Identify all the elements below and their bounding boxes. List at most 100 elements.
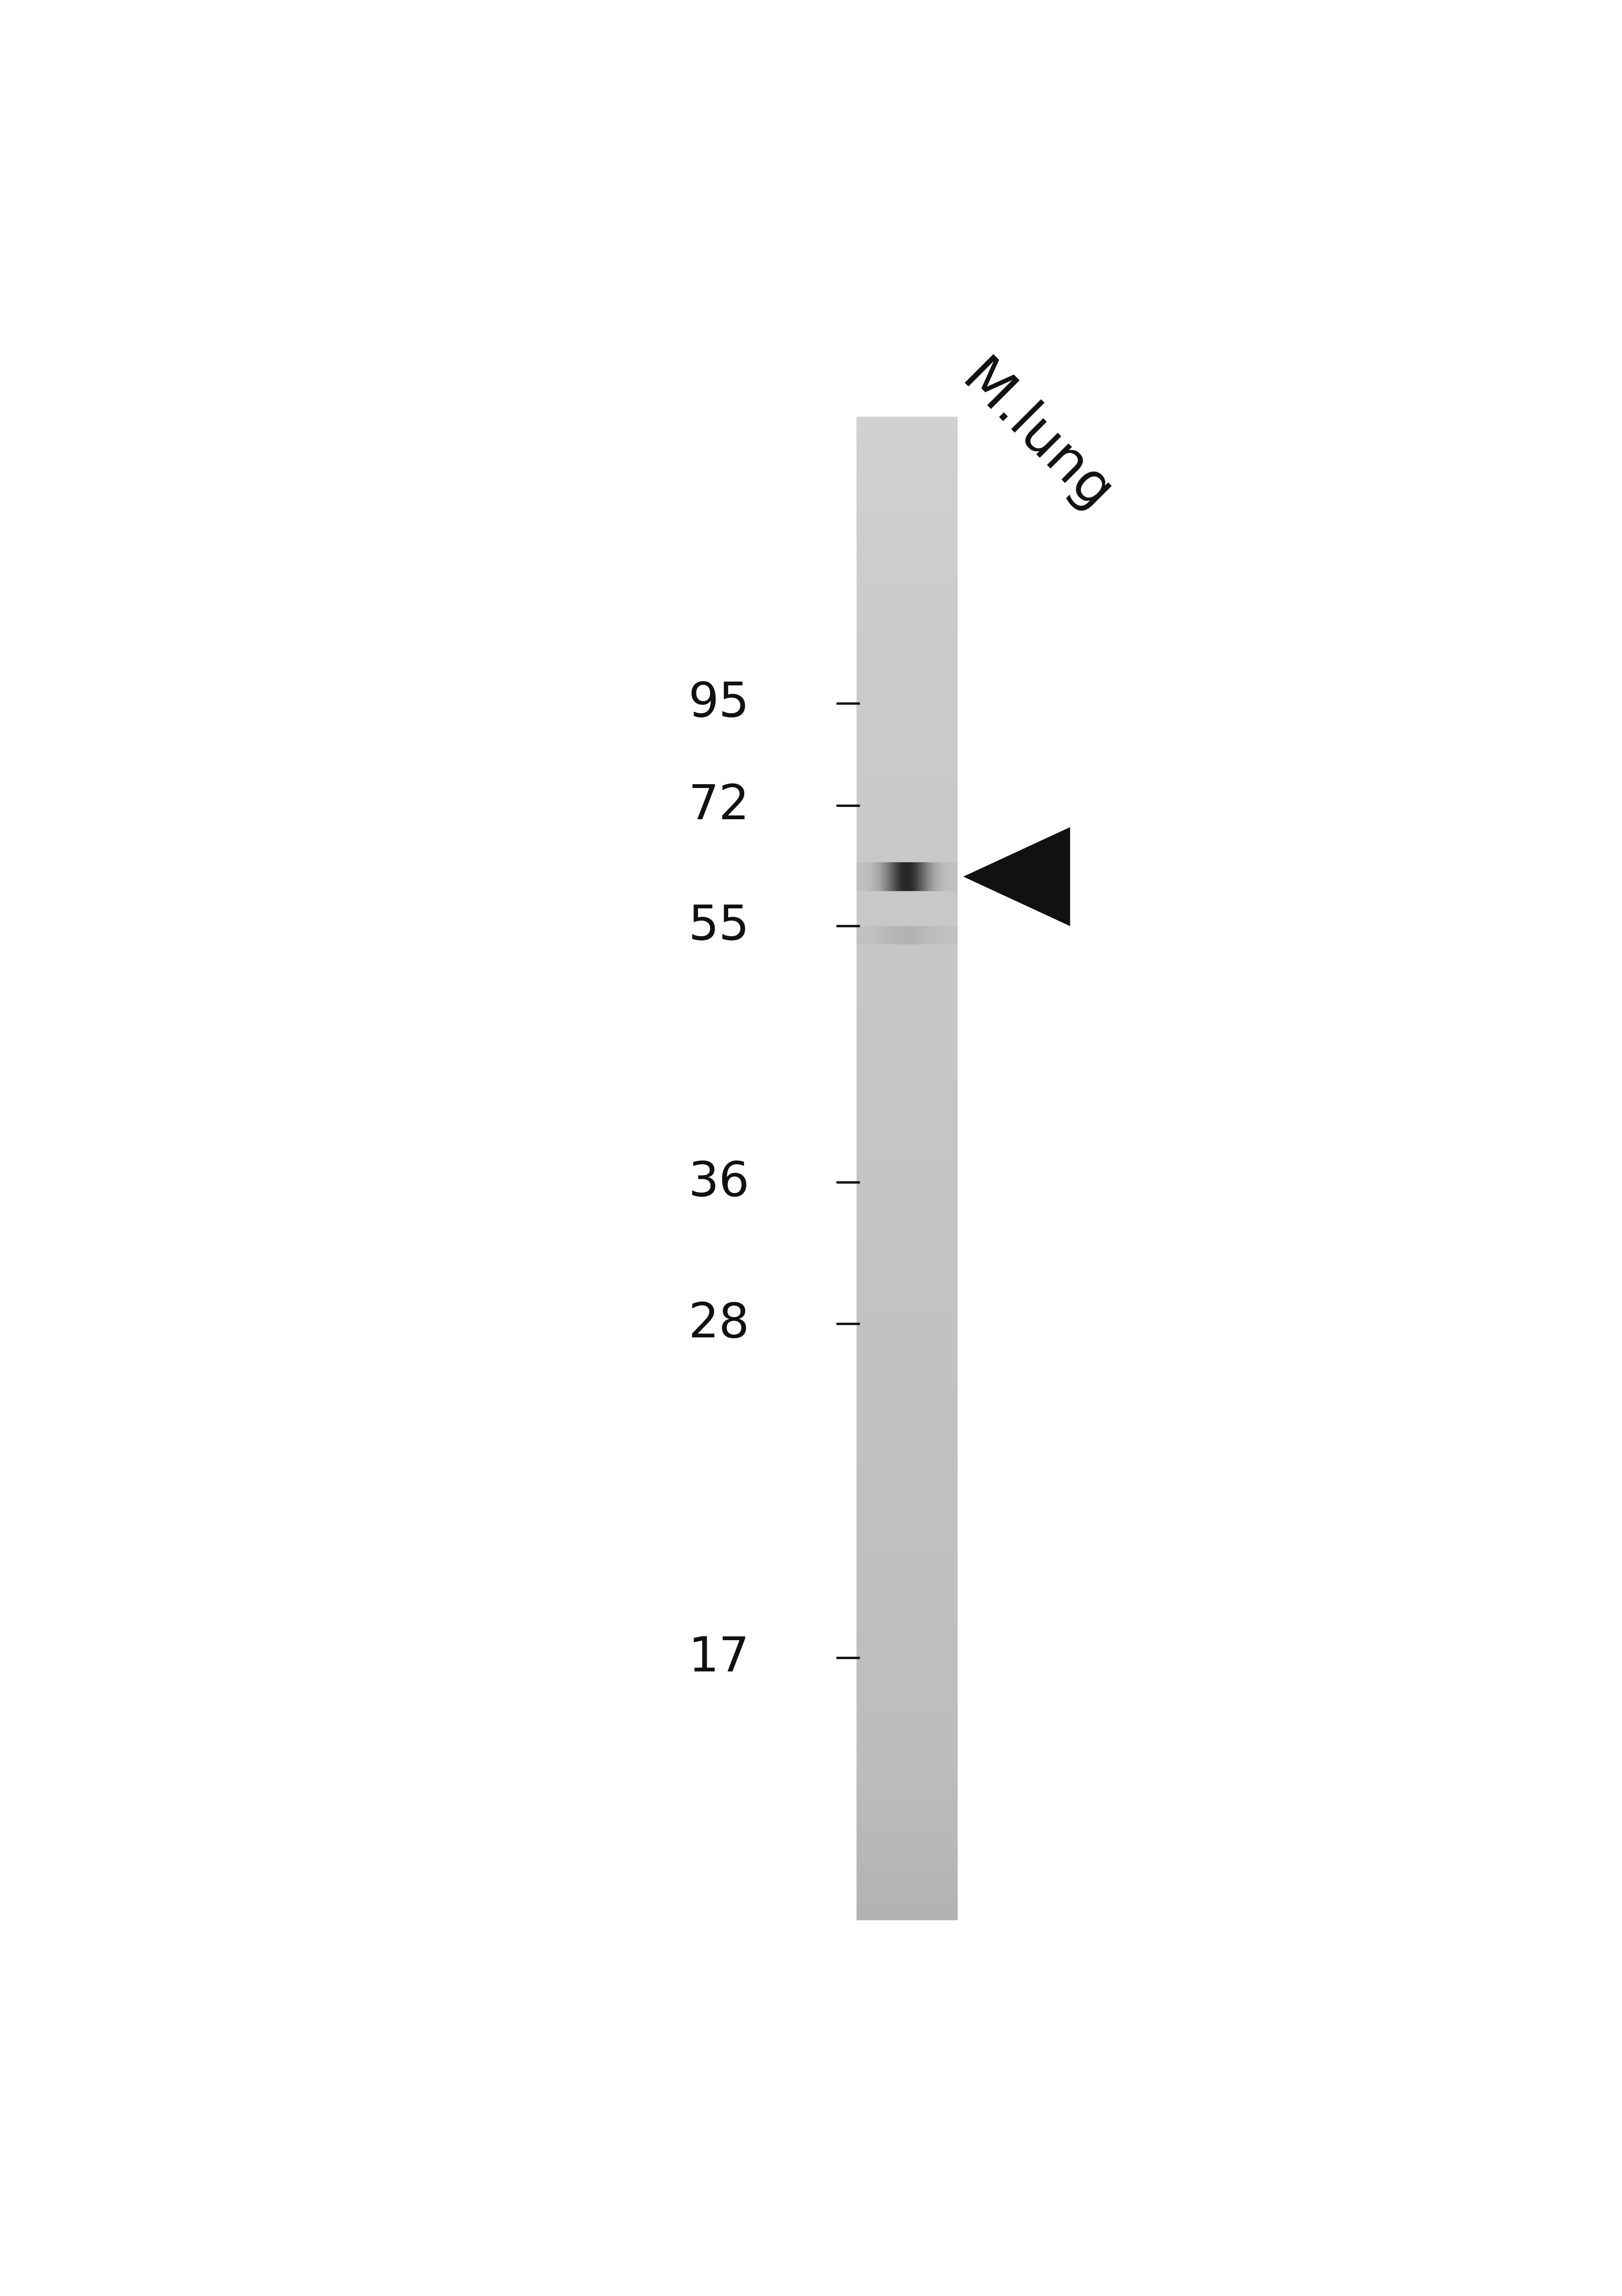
Bar <box>856 1619 957 1623</box>
Bar <box>856 1235 957 1240</box>
Bar <box>856 436 957 439</box>
Bar <box>856 1398 957 1401</box>
Bar <box>856 1026 957 1029</box>
Bar <box>856 1424 957 1428</box>
Bar <box>856 1047 957 1052</box>
Bar <box>856 1375 957 1378</box>
Bar <box>856 831 957 833</box>
Bar <box>856 560 957 563</box>
Text: M.lung: M.lung <box>950 354 1121 523</box>
Bar <box>856 999 957 1003</box>
Bar <box>856 1536 957 1541</box>
Bar <box>856 928 957 932</box>
Bar <box>856 737 957 739</box>
Bar <box>856 1316 957 1318</box>
Bar <box>856 645 957 650</box>
Bar <box>856 1511 957 1513</box>
Bar <box>856 1761 957 1766</box>
Bar <box>856 1770 957 1773</box>
Bar <box>856 1033 957 1038</box>
Bar <box>856 1293 957 1295</box>
Bar <box>856 1699 957 1701</box>
Bar <box>856 542 957 544</box>
Bar <box>856 620 957 625</box>
Bar <box>856 1667 957 1671</box>
Bar <box>856 680 957 684</box>
Bar <box>856 1458 957 1460</box>
Bar <box>856 1210 957 1212</box>
Bar <box>856 1075 957 1079</box>
Bar <box>856 1428 957 1430</box>
Bar <box>856 572 957 574</box>
Bar <box>856 748 957 751</box>
Bar <box>856 1058 957 1063</box>
Bar <box>856 769 957 774</box>
Bar <box>856 602 957 604</box>
Bar <box>856 1513 957 1518</box>
Bar <box>856 1653 957 1658</box>
Bar <box>856 932 957 934</box>
Bar <box>856 585 957 590</box>
Bar <box>856 461 957 466</box>
Bar <box>856 1717 957 1720</box>
Bar <box>856 638 957 643</box>
Bar <box>856 1883 957 1885</box>
Bar <box>856 1570 957 1575</box>
Bar <box>856 608 957 613</box>
Bar <box>856 1874 957 1878</box>
Bar <box>856 1258 957 1263</box>
Bar <box>856 1678 957 1683</box>
Bar <box>856 1364 957 1368</box>
Bar <box>856 923 957 928</box>
Bar <box>856 1502 957 1506</box>
Bar <box>856 1322 957 1327</box>
Bar <box>856 654 957 657</box>
Bar <box>856 1086 957 1088</box>
Bar <box>856 1288 957 1293</box>
Bar <box>856 1867 957 1871</box>
Bar <box>856 1221 957 1224</box>
Bar <box>856 1626 957 1630</box>
Bar <box>856 879 957 882</box>
Bar <box>856 1336 957 1341</box>
Bar <box>856 1642 957 1646</box>
Bar <box>856 1885 957 1890</box>
Bar <box>856 1483 957 1488</box>
Bar <box>856 496 957 501</box>
Bar <box>856 579 957 583</box>
Bar <box>856 1116 957 1120</box>
Bar <box>856 1554 957 1559</box>
Bar <box>856 1281 957 1286</box>
Bar <box>856 1694 957 1699</box>
Bar <box>856 1736 957 1740</box>
Bar <box>856 1263 957 1265</box>
Bar <box>856 1277 957 1281</box>
Bar <box>856 1410 957 1412</box>
Bar <box>856 427 957 432</box>
Bar <box>856 1589 957 1593</box>
Bar <box>856 1754 957 1759</box>
Bar <box>856 1295 957 1300</box>
Bar <box>856 1690 957 1694</box>
Bar <box>856 1228 957 1233</box>
Bar <box>856 627 957 631</box>
Bar <box>856 1442 957 1446</box>
Bar <box>856 661 957 666</box>
Bar <box>856 1341 957 1345</box>
Bar <box>856 1559 957 1564</box>
Bar <box>856 921 957 923</box>
Bar <box>856 882 957 886</box>
Bar <box>856 1401 957 1405</box>
Bar <box>856 1010 957 1015</box>
Bar <box>856 840 957 845</box>
Text: 28: 28 <box>688 1300 749 1348</box>
Bar <box>856 1701 957 1706</box>
Bar <box>856 767 957 769</box>
Bar <box>856 721 957 726</box>
Bar <box>856 503 957 507</box>
Bar <box>856 1671 957 1676</box>
Bar <box>856 815 957 820</box>
Bar <box>856 1068 957 1070</box>
Bar <box>856 1180 957 1182</box>
Bar <box>856 1453 957 1458</box>
